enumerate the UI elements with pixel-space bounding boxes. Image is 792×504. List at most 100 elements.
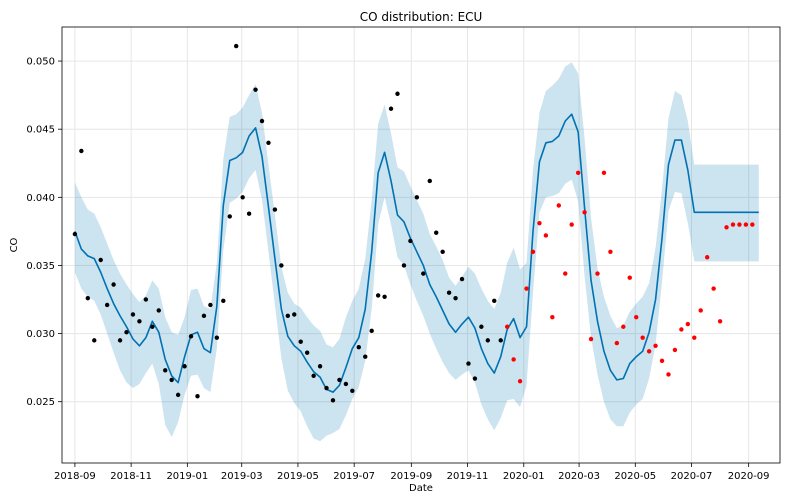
observed-point: [459, 276, 465, 282]
observed-point: [272, 207, 278, 212]
observed-point: [317, 364, 323, 369]
y-tick-label: 0.045: [26, 125, 55, 136]
x-tick-label: 2020-05: [614, 471, 656, 482]
test-point: [575, 170, 581, 175]
observed-point: [98, 257, 103, 263]
test-point: [530, 249, 536, 255]
observed-point: [330, 398, 336, 403]
test-point: [634, 315, 639, 320]
observed-point: [117, 338, 123, 343]
observed-point: [266, 140, 271, 146]
test-point: [543, 233, 549, 238]
observed-point: [79, 148, 84, 154]
observed-point: [124, 330, 129, 335]
observed-point: [279, 263, 284, 268]
observed-point: [188, 334, 194, 339]
test-point: [679, 327, 684, 332]
test-point: [621, 324, 626, 329]
observed-point: [414, 195, 420, 200]
observed-point: [259, 118, 265, 124]
test-point: [627, 275, 632, 280]
test-point: [550, 315, 555, 320]
observed-point: [221, 298, 226, 304]
observed-point: [246, 211, 252, 216]
observed-point: [369, 328, 374, 334]
observed-point: [401, 263, 407, 268]
observed-point: [292, 312, 297, 317]
test-point: [711, 286, 716, 291]
test-point: [737, 222, 742, 227]
test-point: [653, 343, 658, 349]
observed-point: [285, 313, 291, 319]
observed-point: [208, 302, 213, 308]
observed-point: [163, 368, 168, 373]
observed-point: [434, 230, 439, 235]
test-point: [614, 340, 620, 346]
observed-point: [375, 293, 381, 298]
x-tick-label: 2019-03: [221, 471, 263, 482]
test-point: [672, 347, 678, 353]
plot-frame: [61, 26, 781, 464]
y-axis-label: CO: [9, 237, 20, 252]
observed-point: [234, 43, 239, 49]
x-axis-label: Date: [409, 483, 433, 494]
test-point: [692, 335, 697, 340]
test-point: [730, 222, 736, 227]
observed-point: [253, 87, 258, 92]
observed-point: [72, 231, 78, 237]
observed-point: [427, 178, 432, 184]
observed-point: [137, 319, 142, 324]
test-point: [504, 324, 510, 329]
x-tick-label: 2019-01: [166, 471, 208, 482]
observed-point: [466, 361, 471, 366]
test-point: [608, 249, 613, 255]
test-point: [511, 357, 516, 362]
x-tick-label: 2020-07: [671, 471, 713, 482]
x-tick-label: 2018-11: [110, 471, 152, 482]
chart-title: CO distribution: ECU: [360, 10, 483, 24]
observed-point: [440, 249, 445, 255]
observed-point: [388, 106, 394, 111]
observed-point: [182, 364, 187, 369]
observed-point: [130, 312, 136, 317]
test-point: [717, 319, 723, 324]
observed-point: [485, 338, 491, 343]
observed-point: [395, 91, 400, 96]
observed-point: [111, 282, 116, 287]
plot-area: [72, 43, 759, 442]
observed-point: [498, 338, 503, 343]
x-tick-label: 2019-11: [447, 471, 489, 482]
observed-point: [350, 388, 355, 393]
y-tick-label: 0.035: [26, 261, 55, 272]
observed-point: [382, 294, 387, 299]
x-tick-label: 2020-03: [558, 471, 600, 482]
test-point: [666, 372, 671, 377]
y-tick-label: 0.040: [26, 193, 55, 204]
test-point: [582, 210, 587, 215]
observed-point: [363, 354, 368, 359]
test-point: [750, 222, 755, 227]
observed-point: [195, 394, 200, 399]
observed-point: [227, 214, 232, 219]
test-point: [556, 203, 561, 208]
test-point: [646, 349, 652, 354]
observed-point: [298, 339, 303, 344]
test-point: [743, 222, 749, 227]
test-point: [595, 271, 600, 276]
x-tick-label: 2020-01: [503, 471, 545, 482]
observed-point: [169, 377, 174, 383]
observed-point: [343, 381, 349, 387]
observed-point: [324, 385, 329, 391]
observed-point: [337, 377, 342, 383]
observed-point: [156, 308, 161, 313]
observed-point: [453, 295, 458, 301]
observed-point: [446, 290, 452, 295]
observed-point: [356, 344, 361, 350]
x-tick-label: 2019-05: [277, 471, 319, 482]
x-tick-label: 2019-09: [390, 471, 432, 482]
observed-point: [240, 195, 245, 200]
y-tick-label: 0.030: [26, 329, 55, 340]
axes: 2018-09 2018-11 2019-01 2019-03 2019-05 2019-…: [26, 57, 769, 482]
